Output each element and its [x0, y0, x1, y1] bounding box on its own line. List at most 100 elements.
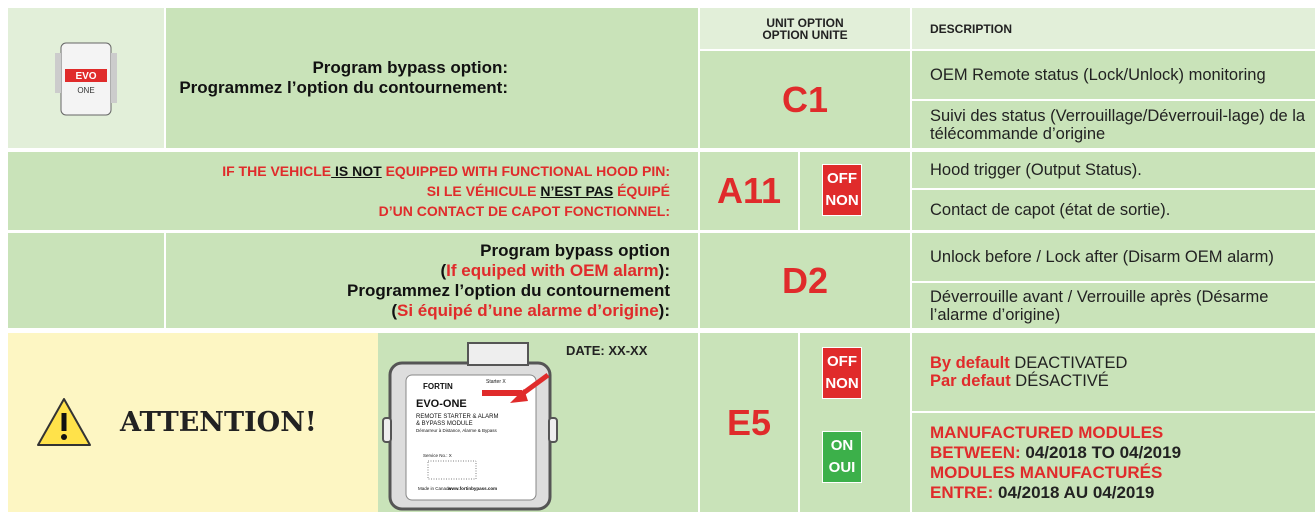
label-line: (If equiped with OEM alarm):	[440, 261, 670, 281]
option-cell: A11	[700, 152, 798, 230]
text: DEACTIVATED	[1009, 354, 1128, 372]
option: C1	[781, 78, 829, 120]
label-line: SI LE VÉHICULE N’EST PAS ÉQUIPÉ	[427, 181, 670, 201]
desc-cell: By default DEACTIVATED Par defaut DÉSACT…	[912, 333, 1315, 411]
text: Par defaut	[930, 372, 1011, 390]
attention-cell: ATTENTION!	[8, 333, 378, 512]
module-text: Made in Canada	[418, 486, 452, 491]
header-text: OPTION UNITE	[762, 27, 848, 42]
text: N’EST PAS	[540, 183, 614, 199]
text: Programmez l’option du contournement:	[179, 78, 508, 97]
badge-on: ON OUI	[822, 431, 862, 483]
text: DÉSACTIVÉ	[1010, 372, 1109, 390]
text: 04/2018 TO 04/2019	[1020, 442, 1182, 462]
icon-text: ONE	[77, 86, 94, 95]
text: ENTRE:	[930, 482, 994, 502]
description-line: BETWEEN: 04/2018 TO 04/2019	[930, 443, 1315, 463]
header-text: DESCRIPTION	[930, 21, 1013, 36]
text: MANUFACTURED MODULES	[930, 422, 1164, 442]
badge-text: OFF	[827, 353, 857, 370]
header-text: UNIT OPTION	[766, 15, 844, 30]
badge-text: NON	[825, 192, 859, 209]
text: D’UN CONTACT DE CAPOT FONCTIONNEL:	[378, 203, 670, 219]
module-text: Service No.: X	[423, 453, 452, 458]
desc-cell: Suivi des status (Verrouillage/Déverroui…	[912, 101, 1315, 148]
icon-cell: EVO ONE	[8, 8, 164, 148]
text: (	[391, 300, 397, 320]
icon-text: EVO	[75, 71, 96, 82]
text: SI LE VÉHICULE	[426, 183, 541, 199]
description: Déverrouille avant / Verrouille après (D…	[930, 287, 1269, 324]
image-cell: DATE: XX-XX FORTIN Starter X EVO-ONE REM…	[378, 333, 698, 512]
desc-cell: OEM Remote status (Lock/Unlock) monitori…	[912, 51, 1315, 99]
module-icon: EVO ONE	[55, 42, 117, 116]
text: MODULES MANUFACTURÉS	[930, 462, 1163, 482]
badge-cell: OFF NON ON OUI	[800, 333, 910, 512]
attention: ATTENTION!	[120, 407, 317, 438]
text: (	[440, 260, 447, 280]
header-cell: DESCRIPTION	[912, 8, 1315, 49]
badge-cell: OFF NON	[800, 152, 910, 230]
module-image: FORTIN Starter X EVO-ONE REMOTE STARTER …	[382, 342, 558, 511]
description: Contact de capot (état de sortie).	[930, 201, 1171, 219]
option: D2	[781, 259, 829, 301]
label-line: Programmez l’option du contournement:	[179, 78, 508, 98]
badge-text: ON	[830, 437, 854, 454]
text: ):	[658, 300, 670, 320]
description-line: MODULES MANUFACTURÉS	[930, 463, 1315, 483]
desc-cell: MANUFACTURED MODULES BETWEEN: 04/2018 TO…	[912, 413, 1315, 512]
description-line: MANUFACTURED MODULES	[930, 423, 1315, 443]
label-line: D’UN CONTACT DE CAPOT FONCTIONNEL:	[379, 201, 670, 221]
module-text: EVO-ONE	[416, 398, 467, 410]
label-line: IF THE VEHICLE IS NOT EQUIPPED WITH FUNC…	[222, 161, 670, 181]
description-line: ENTRE: 04/2018 AU 04/2019	[930, 483, 1315, 503]
text: If equiped with OEM alarm	[446, 260, 659, 280]
description: Unlock before / Lock after (Disarm OEM a…	[930, 248, 1274, 266]
description-line: Par defaut DÉSACTIVÉ	[930, 372, 1315, 390]
option: E5	[726, 401, 772, 443]
date: DATE: XX-XX	[566, 343, 648, 358]
description: Hood trigger (Output Status).	[930, 161, 1142, 179]
empty-cell	[8, 233, 164, 328]
text: BETWEEN:	[930, 442, 1021, 462]
label-cell: Program bypass option: Programmez l’opti…	[166, 8, 698, 148]
option-cell: C1	[700, 51, 910, 148]
header-cell: UNIT OPTION OPTION UNITE	[700, 8, 910, 49]
desc-cell: Contact de capot (état de sortie).	[912, 190, 1315, 230]
text: IS NOT	[331, 163, 382, 179]
module-text: FORTIN	[423, 382, 453, 391]
text: ):	[658, 260, 670, 280]
badge-off: OFF NON	[822, 164, 862, 216]
label-line: Program bypass option:	[312, 58, 508, 78]
option-cell: D2	[700, 233, 910, 328]
text: Programmez l’option du contournement	[346, 280, 670, 300]
desc-cell: Déverrouille avant / Verrouille après (D…	[912, 283, 1315, 328]
description: Suivi des status (Verrouillage/Déverroui…	[930, 106, 1306, 143]
text: IF THE VEHICLE	[222, 163, 332, 179]
text: EQUIPPED WITH FUNCTIONAL HOOD PIN:	[381, 163, 670, 179]
option: A11	[716, 170, 782, 211]
label-line: Program bypass option	[480, 241, 670, 261]
text: Program bypass option	[480, 240, 670, 260]
badge-off: OFF NON	[822, 347, 862, 399]
desc-cell: Hood trigger (Output Status).	[912, 152, 1315, 188]
module-text: REMOTE STARTER & ALARM	[416, 414, 498, 420]
desc-cell: Unlock before / Lock after (Disarm OEM a…	[912, 233, 1315, 281]
text: Si équipé d’une alarme d’origine	[397, 300, 659, 320]
label-line: Programmez l’option du contournement	[347, 281, 670, 301]
label-cell: Program bypass option (If equiped with O…	[166, 233, 698, 328]
text: ÉQUIPÉ	[613, 183, 670, 199]
text: By default	[930, 354, 1010, 372]
description: OEM Remote status (Lock/Unlock) monitori…	[930, 66, 1266, 84]
module-text: & BYPASS MODULE	[416, 421, 473, 427]
module-text: Starter X	[486, 379, 506, 385]
module-text: www.fortinbypass.com	[447, 486, 497, 491]
module-text: Démarreur à Distance, Alarme & Bypass	[416, 428, 498, 433]
description-line: By default DEACTIVATED	[930, 354, 1315, 372]
badge-text: OUI	[828, 459, 856, 476]
badge-text: OFF	[827, 170, 857, 187]
badge-text: NON	[825, 375, 859, 392]
text: 04/2018 AU 04/2019	[993, 482, 1155, 502]
label-line: (Si équipé d’une alarme d’origine):	[391, 301, 670, 321]
